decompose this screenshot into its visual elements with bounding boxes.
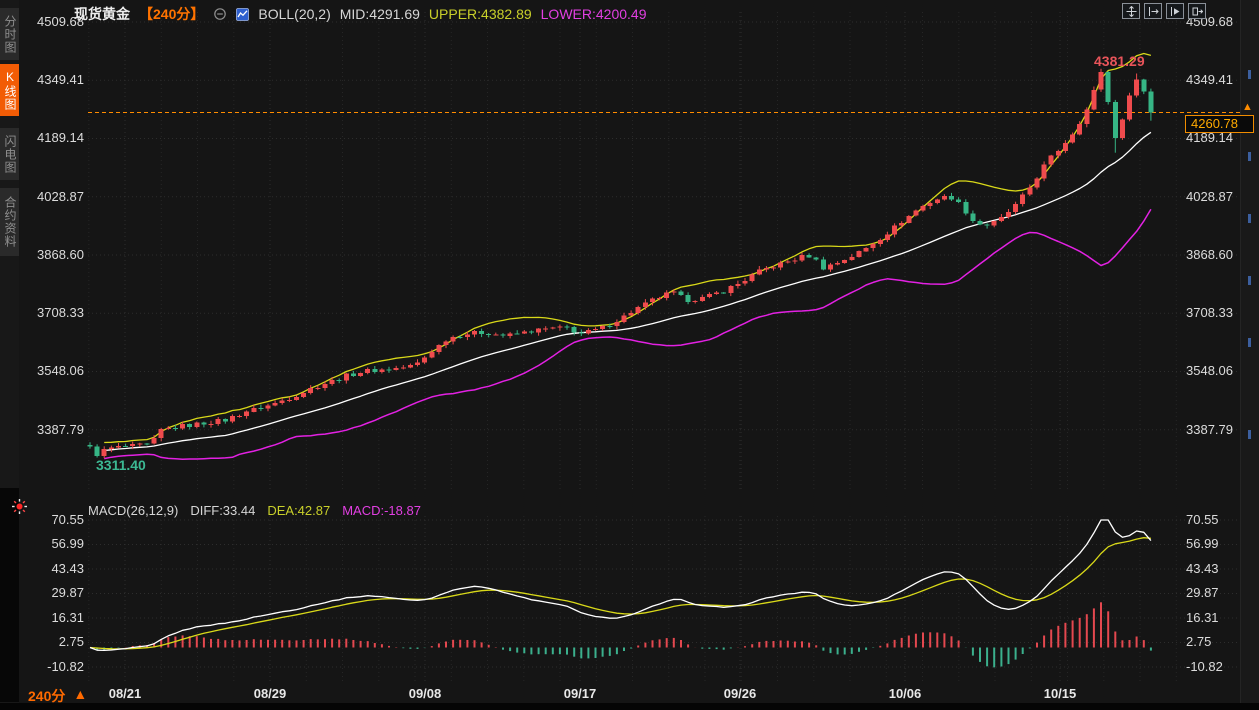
price-up-arrow-icon: ▲ [1242,101,1253,113]
move-icon[interactable] [1122,3,1140,19]
boll-upper-value: UPPER:4382.89 [428,6,532,22]
right-edge-panel [1240,0,1259,710]
last-price-tag: 4260.78 [1185,115,1254,133]
sidebar-tab-lightning[interactable]: 闪电图 [0,128,19,180]
right-panel-fragment [1248,430,1251,439]
low-price-annotation: 3311.40 [96,457,146,473]
sidebar-lower-filler [0,488,19,702]
boll-lower-value: LOWER:4200.49 [540,6,647,22]
chart-toolbar [1122,3,1206,19]
right-panel-fragment [1248,70,1251,79]
high-price-annotation: 4381.29 [1094,53,1145,69]
period-selector-label: 240分 [28,688,66,704]
window-bottom-border [0,703,1259,710]
right-panel-fragment [1248,338,1251,347]
macd-label: MACD(26,12,9) [88,502,179,518]
sidebar-tab-kline[interactable]: K线图 [0,64,19,116]
boll-mid-value: MID:4291.69 [339,6,420,22]
macd-dea-value: DEA:42.87 [267,502,331,518]
exit-chart-icon[interactable] [1188,3,1206,19]
macd-diff-value: DIFF:33.44 [190,502,256,518]
indicator-chart-icon[interactable] [236,7,250,21]
symbol-name: 现货黄金 [74,6,130,22]
macd-header: MACD(26,12,9) DIFF:33.44 DEA:42.87 MACD:… [88,502,421,518]
sidebar-tab-contract-info[interactable]: 合约资料 [0,188,19,256]
period-selector-arrow-icon: ▲ [73,686,88,702]
sidebar-tab-timeline[interactable]: 分时图 [0,8,19,60]
play-icon[interactable] [1166,3,1184,19]
fit-range-icon[interactable] [1144,3,1162,19]
macd-alert-icon[interactable] [11,498,28,520]
boll-label: BOLL(20,2) [258,6,331,22]
right-panel-fragment [1248,214,1251,223]
collapse-icon[interactable] [213,7,227,21]
period-label[interactable]: 【240分】 [139,6,205,22]
period-selector[interactable]: 240分 ▲ [28,686,87,706]
sidebar: 分时图 K线图 闪电图 合约资料 [0,0,19,710]
macd-macd-value: MACD:-18.87 [342,502,421,518]
right-panel-fragment [1248,276,1251,285]
chart-header: 现货黄金 【240分】 BOLL(20,2) MID:4291.69 UPPER… [74,5,646,23]
right-panel-fragment [1248,152,1251,161]
